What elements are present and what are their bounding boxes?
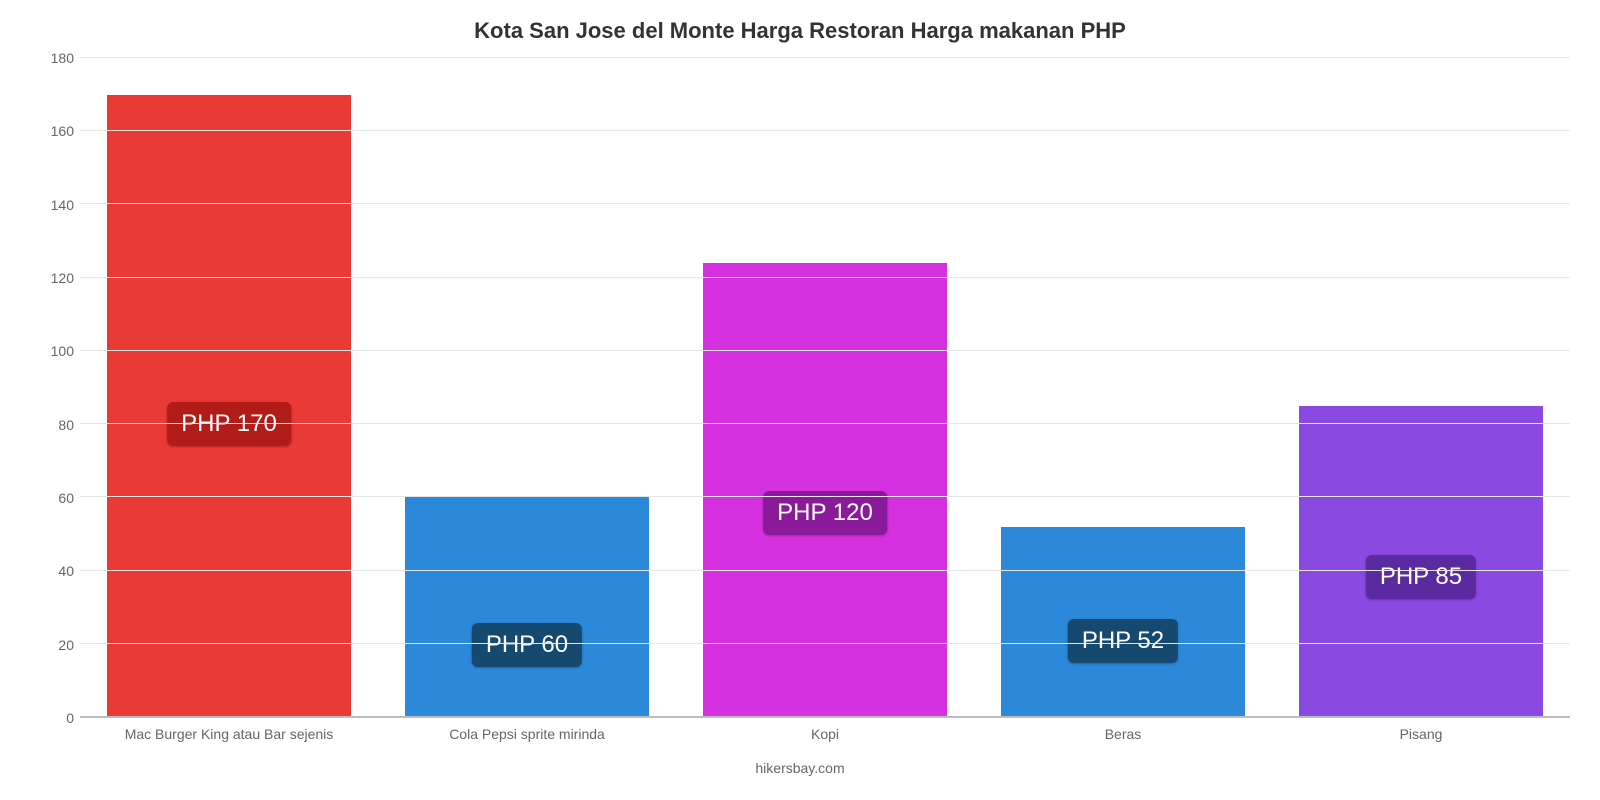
gridline: [80, 277, 1570, 278]
y-tick-label: 160: [30, 123, 74, 139]
y-tick-label: 140: [30, 197, 74, 213]
bar-slot: PHP 85: [1272, 58, 1570, 717]
y-tick-label: 20: [30, 637, 74, 653]
gridline: [80, 423, 1570, 424]
x-axis-label: Beras: [974, 718, 1272, 742]
y-tick-label: 40: [30, 563, 74, 579]
bar: PHP 85: [1299, 406, 1543, 717]
y-axis: 020406080100120140160180: [30, 58, 80, 718]
bar-slot: PHP 52: [974, 58, 1272, 717]
bar-slot: PHP 120: [676, 58, 974, 717]
chart-title: Kota San Jose del Monte Harga Restoran H…: [30, 18, 1570, 44]
gridline: [80, 716, 1570, 717]
gridline: [80, 350, 1570, 351]
gridline: [80, 57, 1570, 58]
x-axis-label: Kopi: [676, 718, 974, 742]
x-axis-label: Cola Pepsi sprite mirinda: [378, 718, 676, 742]
x-axis-label: Mac Burger King atau Bar sejenis: [80, 718, 378, 742]
bar: PHP 120: [703, 263, 947, 717]
x-axis: Mac Burger King atau Bar sejenisCola Pep…: [80, 718, 1570, 742]
gridline: [80, 203, 1570, 204]
y-tick-label: 180: [30, 50, 74, 66]
bar-slot: PHP 170: [80, 58, 378, 717]
gridline: [80, 496, 1570, 497]
bar: PHP 170: [107, 95, 351, 717]
y-tick-label: 60: [30, 490, 74, 506]
bar-value-label: PHP 85: [1366, 555, 1476, 599]
bar: PHP 60: [405, 497, 649, 717]
gridline: [80, 570, 1570, 571]
y-tick-label: 0: [30, 710, 74, 726]
bar: PHP 52: [1001, 527, 1245, 717]
y-tick-label: 120: [30, 270, 74, 286]
bar-value-label: PHP 170: [167, 402, 291, 446]
y-tick-label: 80: [30, 417, 74, 433]
bar-value-label: PHP 52: [1068, 619, 1178, 663]
price-bar-chart: Kota San Jose del Monte Harga Restoran H…: [0, 0, 1600, 800]
gridline: [80, 643, 1570, 644]
grid-and-bars: PHP 170 PHP 60 PHP 120 PHP 52 PHP 85: [80, 58, 1570, 718]
bar-slot: PHP 60: [378, 58, 676, 717]
bars-row: PHP 170 PHP 60 PHP 120 PHP 52 PHP 85: [80, 58, 1570, 717]
gridline: [80, 130, 1570, 131]
y-tick-label: 100: [30, 343, 74, 359]
x-axis-label: Pisang: [1272, 718, 1570, 742]
attribution-text: hikersbay.com: [30, 760, 1570, 776]
bar-value-label: PHP 60: [472, 623, 582, 667]
plot-area: 020406080100120140160180 PHP 170PHP 60PH…: [30, 58, 1570, 718]
